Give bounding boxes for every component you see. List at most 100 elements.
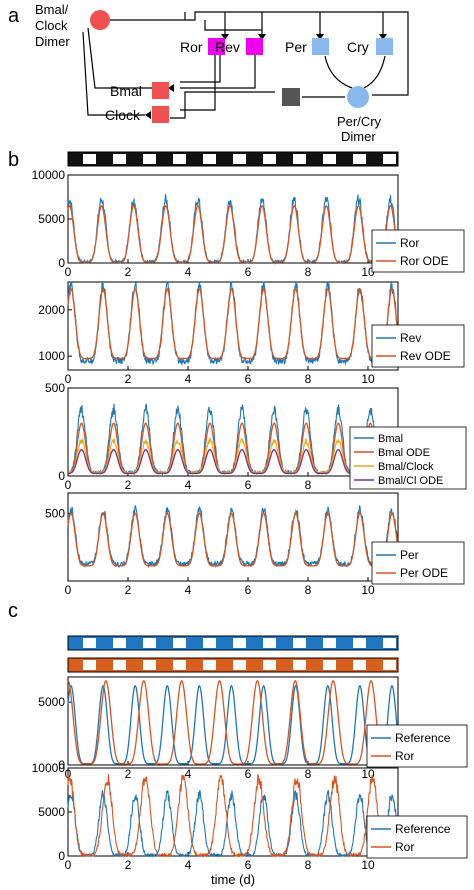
x-tick-label: 4 bbox=[185, 583, 192, 597]
series-line bbox=[67, 287, 399, 360]
label-bmal-clock-dimer-line1: Bmal/ bbox=[35, 2, 69, 17]
node-inhibitor bbox=[282, 88, 300, 106]
legend-label: Bmal ODE bbox=[378, 447, 430, 459]
light-period bbox=[83, 660, 96, 670]
x-tick-label: 2 bbox=[125, 583, 132, 597]
y-tick-label: 10000 bbox=[32, 168, 66, 182]
y-tick-label: 500 bbox=[45, 381, 65, 395]
light-period bbox=[323, 154, 336, 164]
x-axis-label: time (d) bbox=[211, 872, 255, 887]
x-tick-label: 2 bbox=[125, 767, 132, 781]
x-tick-label: 8 bbox=[305, 858, 312, 872]
x-tick-label: 0 bbox=[65, 372, 72, 386]
legend-label: Reference bbox=[395, 731, 451, 745]
x-tick-label: 0 bbox=[65, 858, 72, 872]
plot-frame bbox=[67, 676, 399, 766]
chart-per: 0 2 4 6 8 10 500 Per Per ODE bbox=[45, 492, 465, 597]
legend-label: Ror ODE bbox=[400, 254, 449, 268]
light-period bbox=[203, 638, 216, 648]
panel-label-a: a bbox=[8, 5, 20, 27]
y-tick-label: 500 bbox=[45, 506, 65, 520]
light-period bbox=[233, 638, 246, 648]
x-tick-label: 0 bbox=[65, 478, 72, 492]
node-per bbox=[312, 38, 329, 55]
light-period bbox=[293, 660, 306, 670]
label-bmal: Bmal bbox=[110, 83, 142, 99]
light-period bbox=[143, 660, 156, 670]
y-tick-label: 0 bbox=[58, 256, 65, 270]
x-tick-label: 10 bbox=[361, 583, 375, 597]
panel-label-b: b bbox=[8, 149, 19, 171]
label-rev: Rev bbox=[215, 39, 240, 55]
node-clock bbox=[152, 106, 169, 123]
diagram-arrowheads bbox=[145, 34, 387, 119]
edge-rev-to-clock bbox=[170, 91, 275, 119]
arrowhead-clock bbox=[145, 111, 151, 119]
light-period bbox=[113, 154, 126, 164]
y-tick-label: 10000 bbox=[32, 761, 66, 775]
light-period bbox=[323, 638, 336, 648]
legend-label: Ror bbox=[395, 840, 414, 854]
label-per-cry-dimer-line1: Per/Cry bbox=[337, 114, 382, 129]
x-tick-label: 8 bbox=[305, 583, 312, 597]
edge-ror-to-clock bbox=[180, 55, 216, 111]
y-tick-label: 0 bbox=[58, 758, 65, 772]
light-period bbox=[383, 638, 396, 648]
panel-label-c: c bbox=[8, 600, 18, 622]
edge-from-rev bbox=[204, 20, 262, 31]
y-tick-label: 1000 bbox=[38, 349, 65, 363]
light-bar-blue bbox=[67, 635, 399, 651]
x-tick-label: 0 bbox=[65, 265, 72, 279]
label-clock: Clock bbox=[105, 107, 141, 123]
x-tick-label: 10 bbox=[361, 858, 375, 872]
arrowhead-rev bbox=[258, 34, 266, 40]
legend-label: Bmal/Clock bbox=[378, 461, 434, 473]
chart-bmal: 02468100500BmalBmal ODEBmal/ClockBmal/Cl… bbox=[45, 381, 467, 492]
x-tick-label: 8 bbox=[305, 372, 312, 386]
x-tick-label: 2 bbox=[125, 478, 132, 492]
light-period bbox=[233, 154, 246, 164]
x-tick-label: 0 bbox=[65, 583, 72, 597]
legend-box bbox=[371, 324, 465, 368]
series-line bbox=[67, 281, 399, 366]
light-period bbox=[203, 660, 216, 670]
light-period bbox=[293, 154, 306, 164]
edge-cry-to-percry bbox=[363, 55, 386, 89]
edge-per-to-percry bbox=[324, 55, 353, 89]
x-tick-label: 6 bbox=[245, 478, 252, 492]
edge-top-bus bbox=[102, 11, 409, 96]
series-line bbox=[67, 679, 399, 765]
light-period bbox=[263, 638, 276, 648]
light-period bbox=[173, 154, 186, 164]
x-tick-label: 4 bbox=[185, 478, 192, 492]
light-period bbox=[173, 638, 186, 648]
legend-label: Rev bbox=[400, 331, 421, 345]
x-tick-label: 2 bbox=[125, 858, 132, 872]
light-bar-orange bbox=[67, 657, 399, 673]
label-bmal-clock-dimer-line3: Dimer bbox=[35, 34, 70, 49]
series-line bbox=[67, 448, 399, 475]
legend-label: Bmal bbox=[378, 433, 403, 445]
light-bar-black bbox=[67, 151, 399, 167]
light-period bbox=[293, 638, 306, 648]
y-tick-label: 5000 bbox=[38, 695, 65, 709]
legend-label: Reference bbox=[395, 822, 451, 836]
light-period bbox=[233, 660, 246, 670]
plot-frame bbox=[67, 492, 399, 582]
light-period bbox=[143, 638, 156, 648]
x-tick-label: 4 bbox=[185, 372, 192, 386]
light-period bbox=[353, 660, 366, 670]
x-tick-label: 2 bbox=[125, 372, 132, 386]
x-tick-label: 10 bbox=[361, 372, 375, 386]
series-line bbox=[67, 684, 399, 765]
chart-ror: 0 2 4 6 8 10 0 5000 10000 Ror Ror ODE bbox=[32, 168, 465, 279]
light-period bbox=[113, 638, 126, 648]
node-rev bbox=[246, 38, 263, 55]
series-line bbox=[67, 505, 399, 569]
series-line bbox=[67, 774, 399, 859]
light-period bbox=[173, 660, 186, 670]
x-tick-label: 6 bbox=[245, 583, 252, 597]
x-tick-label: 8 bbox=[305, 767, 312, 781]
legend-label: Ror bbox=[400, 236, 419, 250]
